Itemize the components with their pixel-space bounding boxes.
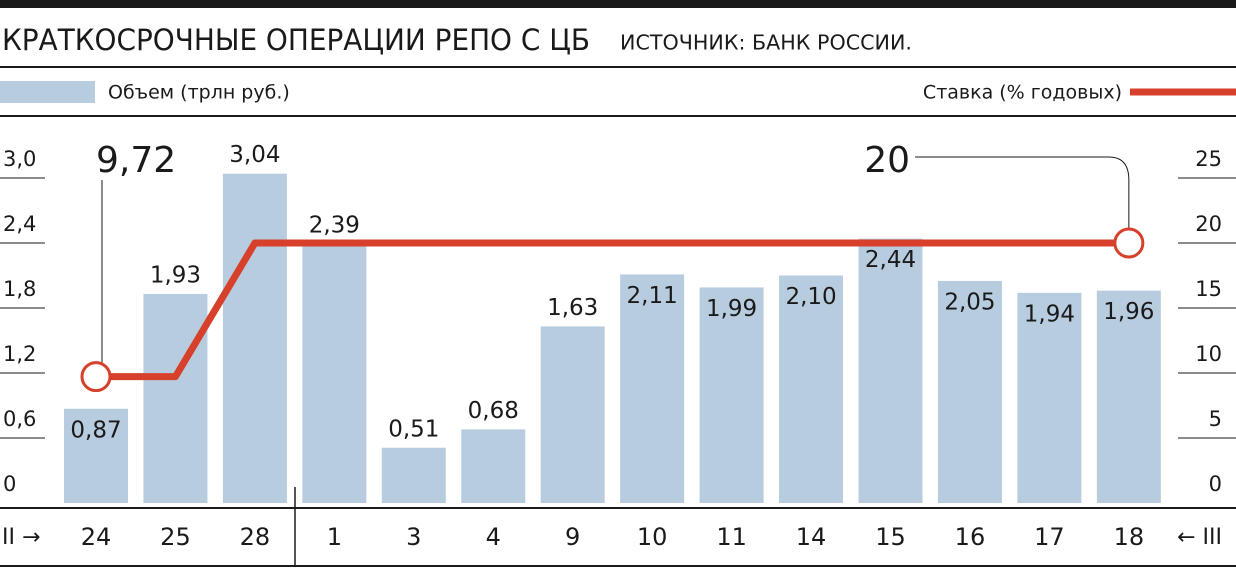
y2-tick-label: 25	[1195, 147, 1222, 171]
x-tick-label: 4	[486, 523, 501, 551]
x-tick-label: 24	[81, 523, 112, 551]
legend-label: Ставка (% годовых)	[923, 82, 1122, 104]
bar	[461, 429, 526, 503]
y2-tick-label: 20	[1195, 212, 1222, 236]
value-label: 1,94	[1024, 301, 1075, 327]
value-label: 2,44	[865, 247, 916, 273]
value-label: 1,96	[1103, 299, 1154, 325]
value-label: 1,63	[547, 295, 598, 321]
top-bar	[0, 0, 1236, 8]
x-tick-label: 3	[406, 523, 421, 551]
rate-label: 20	[864, 140, 910, 181]
x-tick-label: 28	[240, 523, 271, 551]
x-tick-label: 16	[955, 523, 986, 551]
leader	[915, 156, 1130, 229]
y2-tick-label: 15	[1195, 277, 1222, 301]
bar	[302, 244, 367, 504]
chart-source: ИСТОЧНИК: БАНК РОССИИ.	[620, 31, 912, 55]
value-label: 0,51	[388, 416, 439, 442]
y2-tick-label: 10	[1195, 342, 1222, 366]
value-label: 2,11	[627, 283, 678, 309]
y2-tick-label: 5	[1209, 407, 1222, 431]
x-tick-label: 14	[796, 523, 827, 551]
bar	[540, 326, 605, 503]
bar	[779, 275, 844, 503]
x-tick-label: 9	[565, 523, 580, 551]
x-tick-label: 11	[716, 523, 747, 551]
value-label: 3,04	[229, 142, 280, 168]
x-end-label: ← III	[1177, 525, 1222, 550]
legend-swatch	[0, 81, 95, 103]
bar	[381, 447, 446, 503]
rate-point	[80, 361, 112, 393]
legend-label: Объем (трлн руб.)	[108, 82, 290, 104]
rate-point	[1113, 227, 1145, 259]
bar	[620, 274, 685, 503]
rate-line	[96, 239, 1129, 381]
x-tick-label: 17	[1034, 523, 1065, 551]
value-label: 1,93	[150, 262, 201, 288]
value-label: 2,10	[785, 284, 836, 310]
y-tick-label: 2,4	[3, 212, 36, 236]
value-label: 2,05	[944, 289, 995, 315]
y2-tick-label: 0	[1209, 472, 1222, 496]
rate-label: 9,72	[96, 140, 176, 181]
y-tick-label: 0,6	[3, 407, 36, 431]
bar	[143, 293, 208, 503]
bar	[699, 287, 764, 503]
value-label: 1,99	[706, 296, 757, 322]
y-tick-label: 1,2	[3, 342, 36, 366]
x-tick-label: 10	[637, 523, 668, 551]
y-tick-label: 3,0	[3, 147, 36, 171]
bar	[1096, 290, 1161, 503]
bar	[858, 238, 923, 503]
bar	[1017, 292, 1082, 503]
bar	[222, 173, 287, 503]
bar	[64, 408, 128, 503]
y-tick-label: 1,8	[3, 277, 36, 301]
chart-title: КРАТКОСРОЧНЫЕ ОПЕРАЦИИ РЕПО С ЦБ	[2, 23, 590, 57]
x-tick-label: 15	[875, 523, 906, 551]
x-tick-label: 25	[160, 523, 191, 551]
value-label: 2,39	[309, 213, 360, 239]
value-label: 0,68	[468, 398, 519, 424]
value-label: 0,87	[70, 417, 121, 443]
bar	[937, 280, 1002, 503]
y-tick-label: 0	[3, 472, 16, 496]
x-tick-label: 18	[1114, 523, 1145, 551]
x-tick-label: 1	[327, 523, 342, 551]
x-start-label: II →	[2, 525, 40, 550]
